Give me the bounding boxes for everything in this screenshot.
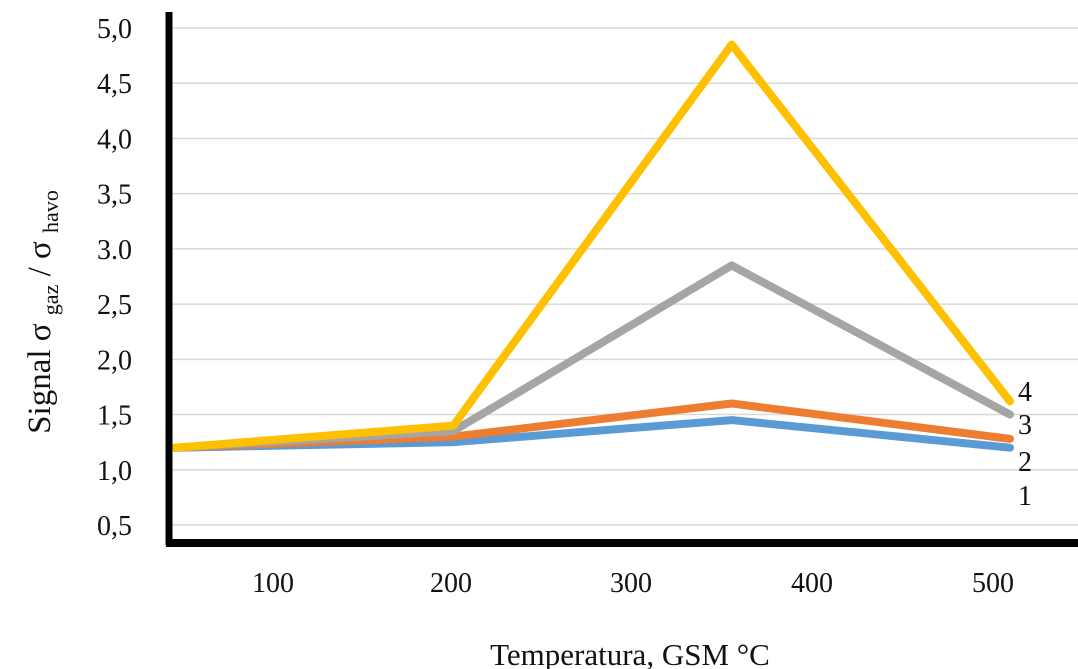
x-tick-label: 200	[430, 568, 472, 599]
series-label-2: 2	[1018, 447, 1032, 478]
series-label-3: 3	[1018, 410, 1032, 441]
y-axis-title-sigma-num: σ	[22, 323, 58, 341]
series-end-labels: 12 34	[1018, 377, 1032, 512]
series-lines	[171, 40, 1014, 452]
y-axis-title-slash: /	[22, 266, 58, 276]
y-tick-label: 1,0	[97, 456, 132, 487]
y-tick-label: 1,5	[97, 401, 132, 432]
y-axis-title: Signal σ gaz / σ havo	[22, 190, 66, 434]
x-tick-labels: 100 200 300 400 500	[252, 568, 1014, 599]
gridlines	[172, 27, 1078, 526]
y-tick-label: 2,5	[97, 290, 132, 321]
y-axis-title-sigma-den: σ	[22, 241, 58, 259]
y-tick-label: 2,0	[97, 345, 132, 376]
x-tick-label: 300	[610, 568, 652, 599]
x-tick-label: 500	[972, 568, 1014, 599]
y-tick-label: 0,5	[97, 511, 132, 542]
x-tick-label: 100	[252, 568, 294, 599]
x-tick-label: 400	[791, 568, 833, 599]
series-label-1: 1	[1018, 481, 1032, 512]
y-tick-labels: 0,5 1,0 1,5 2,0 2,5 3.0 3,5 4,0 4,5 5,0	[97, 14, 132, 542]
y-axis-title-main: Signal	[22, 349, 58, 433]
series-label-4: 4	[1018, 377, 1032, 408]
y-axis-title-sub-num: gaz	[38, 284, 63, 315]
y-tick-label: 4,5	[97, 69, 132, 100]
y-tick-label: 3,5	[97, 180, 132, 211]
y-tick-label: 5,0	[97, 14, 132, 45]
y-tick-label: 3.0	[97, 235, 132, 266]
y-tick-label: 4,0	[97, 124, 132, 155]
y-axis-title-sub-den: havo	[38, 190, 63, 233]
series-line-4	[171, 40, 1014, 452]
x-axis-title: Temperatura, GSM °C	[490, 637, 770, 669]
